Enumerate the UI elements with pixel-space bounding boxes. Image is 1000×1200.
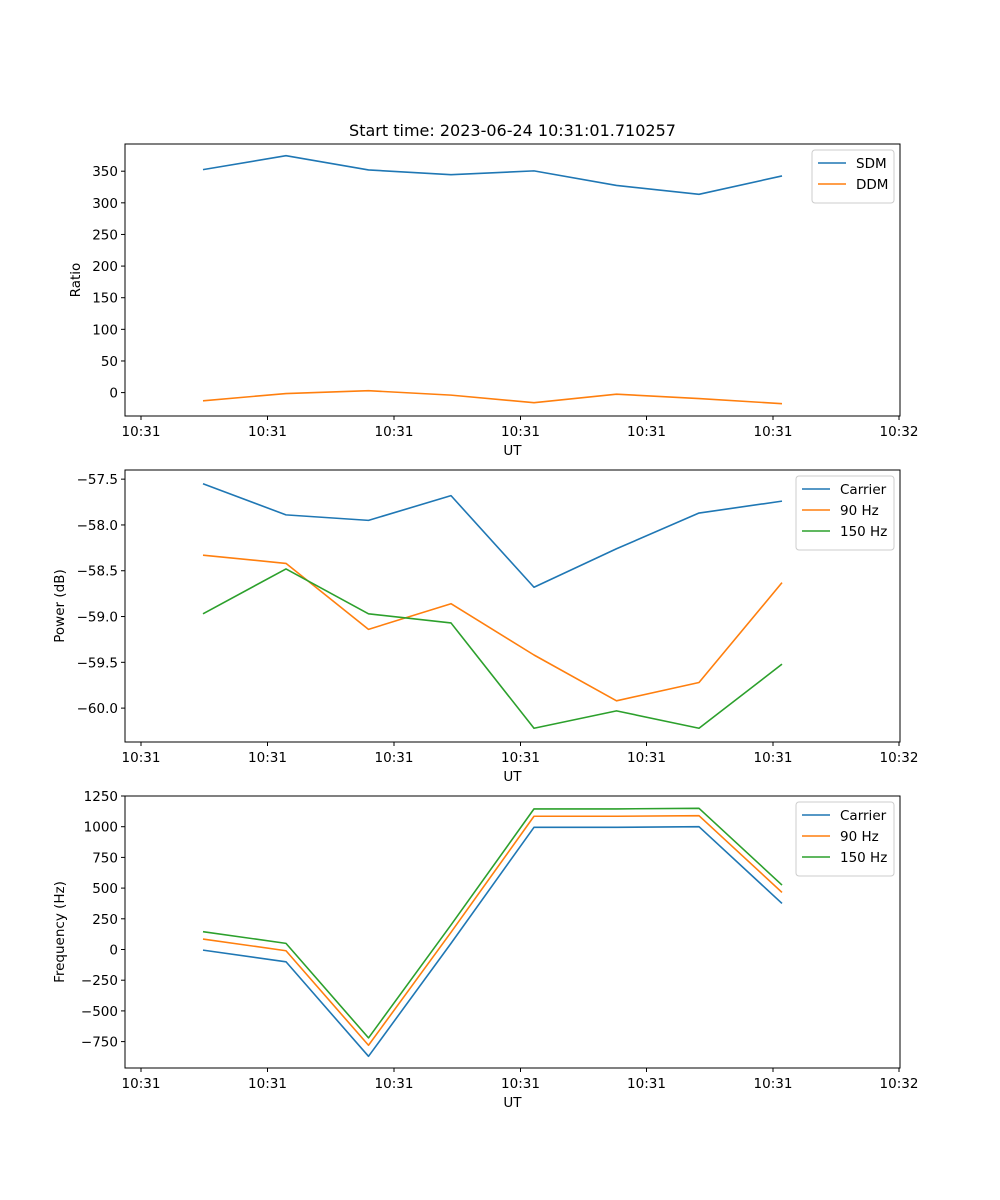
legend-label: Carrier	[840, 808, 887, 824]
y-tick-label: 300	[92, 196, 118, 212]
y-tick-label: 250	[92, 912, 118, 928]
y-tick-label: 1250	[84, 789, 118, 805]
y-axis-label: Power (dB)	[52, 569, 68, 642]
chart-title: Start time: 2023-06-24 10:31:01.710257	[349, 121, 676, 140]
y-tick-label: −57.5	[77, 472, 118, 488]
series-line-sdm	[202, 154, 783, 196]
axes-frame	[124, 469, 901, 743]
y-tick-label: 0	[109, 386, 118, 402]
y-tick-label: −250	[81, 973, 118, 989]
x-tick-label: 10:31	[501, 1076, 540, 1092]
x-tick-label: 10:31	[627, 424, 666, 440]
x-axis-label: UT	[503, 1095, 522, 1111]
x-tick-label: 10:31	[754, 1076, 793, 1092]
legend-label: 90 Hz	[840, 503, 879, 519]
x-axis-label: UT	[503, 443, 522, 459]
x-tick-label: 10:31	[627, 750, 666, 766]
y-tick-label: −60.0	[77, 701, 118, 717]
y-tick-label: −59.0	[77, 610, 118, 626]
y-tick-label: −500	[81, 1004, 118, 1020]
legend: Carrier 90 Hz 150 Hz	[795, 801, 895, 877]
y-tick-label: −59.5	[77, 655, 118, 671]
y-tick-label: 50	[101, 354, 118, 370]
y-tick-label: −750	[81, 1035, 118, 1051]
x-tick-label: 10:31	[501, 750, 540, 766]
legend-label: 150 Hz	[840, 524, 887, 540]
y-axis-label: Ratio	[68, 263, 84, 298]
y-tick-label: 100	[92, 322, 118, 338]
x-tick-label: 10:32	[880, 1076, 919, 1092]
legend: Carrier 90 Hz 150 Hz	[795, 475, 895, 551]
series-line-150-hz	[202, 807, 783, 1039]
x-tick-label: 10:32	[880, 424, 919, 440]
y-tick-label: 750	[92, 850, 118, 866]
x-tick-label: 10:31	[248, 424, 287, 440]
legend-label: DDM	[856, 177, 888, 193]
x-tick-label: 10:31	[248, 750, 287, 766]
x-tick-label: 10:32	[880, 750, 919, 766]
panels: 0 50 100 150 200 250 300 350 10:31 10:31 10:31 10:3…	[52, 143, 919, 1111]
x-tick-label: 10:31	[122, 424, 161, 440]
axes-frame	[124, 143, 901, 417]
legend-label: 90 Hz	[840, 829, 879, 845]
x-tick-label: 10:31	[375, 750, 414, 766]
x-tick-label: 10:31	[754, 424, 793, 440]
axes-frame	[124, 795, 901, 1069]
legend-label: SDM	[856, 156, 887, 172]
y-tick-label: 500	[92, 881, 118, 897]
y-tick-label: 250	[92, 227, 118, 243]
y-tick-label: −58.5	[77, 564, 118, 580]
x-tick-label: 10:31	[501, 424, 540, 440]
x-tick-label: 10:31	[122, 750, 161, 766]
panel-1: 0 50 100 150 200 250 300 350 10:31 10:31 10:31 10:3…	[68, 143, 919, 459]
series-line-ddm	[202, 389, 783, 405]
legend-label: 150 Hz	[840, 850, 887, 866]
x-tick-label: 10:31	[375, 1076, 414, 1092]
x-tick-label: 10:31	[754, 750, 793, 766]
y-tick-label: 0	[109, 942, 118, 958]
series-line-90-hz	[202, 554, 783, 702]
x-tick-label: 10:31	[122, 1076, 161, 1092]
x-tick-label: 10:31	[375, 424, 414, 440]
y-tick-label: 1000	[84, 820, 118, 836]
series-line-150-hz	[202, 568, 783, 730]
panel-2: −60.0 −59.5 −59.0 −58.5 −58.0 −57.5 10:31 10:31…	[52, 469, 919, 785]
series-line-carrier	[202, 482, 783, 589]
series-line-90-hz	[202, 814, 783, 1047]
x-axis-label: UT	[503, 769, 522, 785]
legend-label: Carrier	[840, 482, 887, 498]
y-tick-label: 200	[92, 259, 118, 275]
x-tick-label: 10:31	[248, 1076, 287, 1092]
legend: SDM DDM	[811, 149, 895, 204]
series-line-carrier	[202, 825, 783, 1058]
y-tick-label: −58.0	[77, 518, 118, 534]
panel-3: −750 −500 −250 0 250 500 750 1000 1250 10:31 10:31…	[52, 789, 918, 1111]
y-axis-label: Frequency (Hz)	[52, 881, 68, 983]
y-tick-label: 150	[92, 291, 118, 307]
x-tick-label: 10:31	[627, 1076, 666, 1092]
y-tick-label: 350	[92, 164, 118, 180]
